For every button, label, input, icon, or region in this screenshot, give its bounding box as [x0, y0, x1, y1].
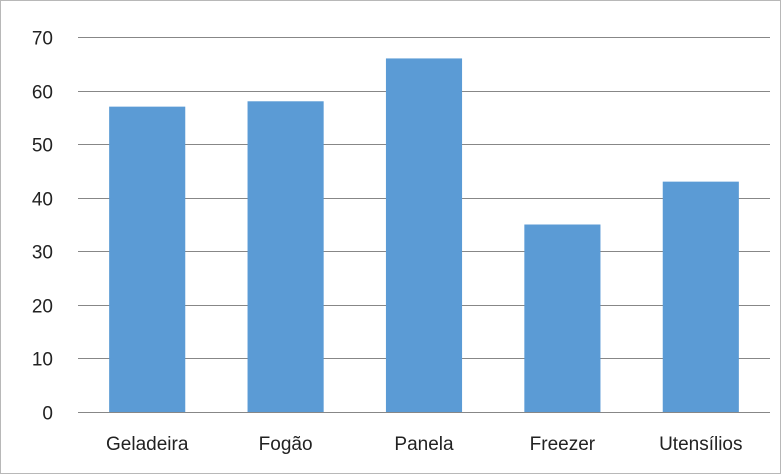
y-tick-label-40: 40: [32, 190, 53, 211]
y-axis-ticks: 0 10 20 30 40 50 60 70: [32, 29, 53, 425]
x-tick-label-4: Freezer: [530, 434, 596, 455]
y-tick-label-10: 10: [32, 350, 53, 371]
x-axis-ticks: Geladeira Fogão Panela Freezer Utensílios: [106, 434, 743, 455]
bar-4: [524, 224, 601, 412]
bars: [109, 58, 739, 413]
x-tick-label-3: Panela: [394, 434, 454, 455]
x-tick-label-5: Utensílios: [659, 434, 742, 455]
y-tick-label-0: 0: [42, 404, 53, 425]
y-tick-label-20: 20: [32, 297, 53, 318]
bar-1: [109, 106, 186, 413]
y-tick-label-60: 60: [32, 83, 53, 104]
y-tick-label-50: 50: [32, 136, 53, 157]
y-tick-label-70: 70: [32, 29, 53, 50]
x-tick-label-2: Fogão: [259, 434, 313, 455]
bar-2: [247, 101, 324, 413]
x-tick-label-1: Geladeira: [106, 434, 189, 455]
y-tick-label-30: 30: [32, 243, 53, 264]
bar-5: [662, 181, 739, 412]
bar-3: [385, 58, 463, 413]
